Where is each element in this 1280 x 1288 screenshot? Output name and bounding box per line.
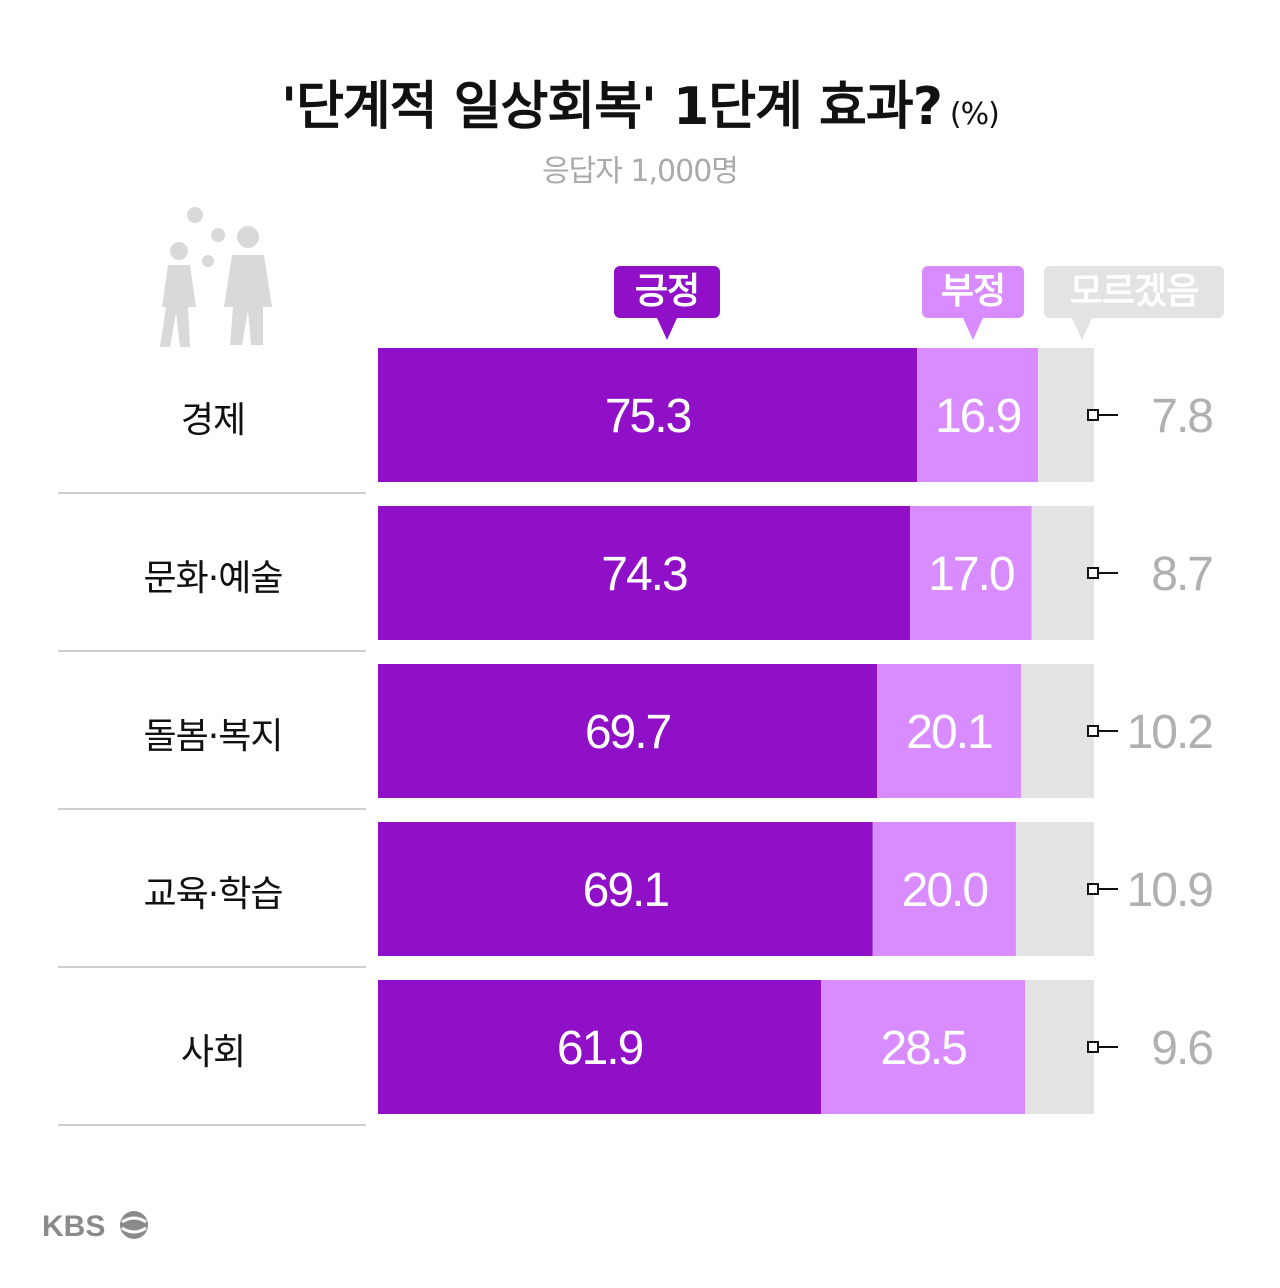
bar-segment-negative <box>821 980 1026 1114</box>
row-divider <box>58 650 366 652</box>
leader-marker <box>1087 725 1099 737</box>
bar-segment-unknown <box>1038 348 1094 482</box>
category-label: 경제 <box>180 400 246 441</box>
bar-segment-positive <box>378 980 822 1114</box>
virus-icon <box>211 228 225 242</box>
legend-positive: 긍정 <box>614 266 720 340</box>
data-label-positive: 74.3 <box>601 548 687 601</box>
kbs-logo-emblem <box>120 1211 148 1239</box>
bar-segment-positive <box>378 348 918 482</box>
category-label: 사회 <box>180 1032 246 1073</box>
legend-negative-pointer <box>963 318 983 340</box>
data-label-positive: 75.3 <box>605 390 691 443</box>
bar-segment-unknown <box>1025 980 1094 1114</box>
chart-unit: (%) <box>949 97 1000 132</box>
row-divider <box>58 1124 366 1126</box>
legend-positive-label: 긍정 <box>634 271 700 312</box>
data-label-unknown: 8.7 <box>1151 548 1212 601</box>
data-label-positive: 69.7 <box>585 706 671 759</box>
data-label-unknown: 9.6 <box>1151 1022 1212 1075</box>
bar-segment-negative <box>872 822 1016 956</box>
bar-segment-unknown <box>1020 664 1094 798</box>
data-label-negative: 20.0 <box>902 864 988 917</box>
person-body-icon <box>224 255 272 345</box>
kbs-logo: KBS <box>42 1210 148 1243</box>
person-body-icon <box>160 265 196 347</box>
category-label: 돌봄·복지 <box>143 716 284 757</box>
legend-negative: 부정 <box>922 266 1024 340</box>
leader-marker <box>1087 409 1099 421</box>
virus-icon <box>202 255 214 267</box>
category-label: 문화·예술 <box>143 558 284 599</box>
data-label-positive: 69.1 <box>583 864 669 917</box>
legend-unknown-pointer <box>1072 318 1092 340</box>
bar-segment-negative <box>917 348 1039 482</box>
row-divider <box>58 808 366 810</box>
legend-positive-pointer <box>657 318 677 340</box>
leader-marker <box>1087 883 1099 895</box>
legend-negative-label: 부정 <box>940 271 1006 312</box>
bar-segment-negative <box>877 664 1021 798</box>
legend-unknown-label: 모르겠음 <box>1069 271 1199 312</box>
data-label-positive: 61.9 <box>557 1022 643 1075</box>
bar-segment-unknown <box>1015 822 1094 956</box>
data-label-unknown: 10.2 <box>1127 706 1213 759</box>
row-divider <box>58 492 366 494</box>
data-label-negative: 20.1 <box>906 706 992 759</box>
virus-icon <box>187 207 203 223</box>
legend-unknown: 모르겠음 <box>1044 266 1224 340</box>
leader-marker <box>1087 1041 1099 1053</box>
data-label-unknown: 7.8 <box>1151 390 1212 443</box>
chart-title-text: '단계적 일상회복' 1단계 효과? <box>281 77 943 137</box>
data-label-negative: 16.9 <box>935 390 1021 443</box>
chart-title: '단계적 일상회복' 1단계 효과? (%) <box>0 64 1280 139</box>
data-label-unknown: 10.9 <box>1127 864 1213 917</box>
row-divider <box>58 966 366 968</box>
chart-subtitle: 응답자 1,000명 <box>542 154 739 189</box>
data-label-negative: 17.0 <box>928 548 1014 601</box>
category-label: 교육·학습 <box>143 874 284 915</box>
people-illustration <box>160 207 272 347</box>
bar-segment-positive <box>378 506 910 640</box>
bar-segment-negative <box>909 506 1032 640</box>
person-head-icon <box>170 242 188 260</box>
data-label-negative: 28.5 <box>881 1022 967 1075</box>
bar-segment-positive <box>378 822 873 956</box>
leader-marker <box>1087 567 1099 579</box>
bar-segment-unknown <box>1031 506 1094 640</box>
bar-segment-positive <box>378 664 878 798</box>
kbs-logo-text: KBS <box>42 1210 105 1243</box>
person-head-icon <box>237 226 259 248</box>
